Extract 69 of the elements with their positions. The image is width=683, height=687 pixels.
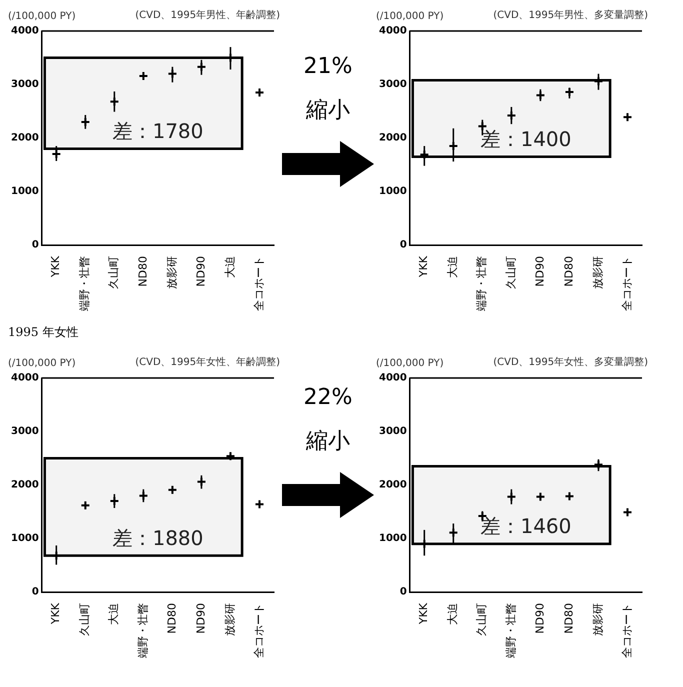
text: 縮小 [306, 96, 350, 124]
band-label: 差：1460 [480, 514, 572, 538]
x-tick-label: 大迫 [107, 603, 120, 625]
x-tick-label: 全コホート [620, 256, 634, 311]
y-tick-label: 1000 [378, 533, 407, 544]
chart-title: (CVD、1995年女性、多変量調整) [493, 356, 648, 369]
x-tick-label: 放影研 [591, 256, 604, 289]
y-tick-label: 1000 [10, 186, 39, 198]
band-label: 差：1400 [480, 126, 572, 151]
y-tick-label: 2000 [378, 480, 407, 491]
x-tick-label: 久山町 [475, 603, 488, 636]
y-tick-label: 3000 [378, 79, 407, 90]
text: 縮小 [306, 428, 350, 456]
chart-subtitle: 1995 年女性 [8, 324, 80, 341]
x-tick-label: 大迫 [446, 256, 460, 278]
y-tick-label: 2000 [378, 132, 407, 144]
x-tick-label: 全コホート [620, 603, 634, 658]
y-tick-label: 3000 [10, 79, 39, 90]
x-tick-label: ND80 [165, 603, 178, 634]
x-tick-label: 大迫 [446, 603, 460, 625]
y-tick-label: 2000 [10, 132, 39, 144]
y-tick-label: 4000 [10, 372, 39, 384]
x-tick-label: 久山町 [504, 256, 518, 289]
x-tick-label: YKK [417, 255, 430, 278]
y-tick-label: 4000 [378, 372, 407, 384]
x-tick-label: 全コホート [252, 256, 266, 311]
x-tick-label: 放影研 [223, 603, 236, 636]
y-tick-label: 4000 [10, 26, 39, 37]
x-tick-label: 放影研 [165, 256, 178, 289]
x-tick-label: YKK [49, 602, 62, 626]
y-tick-label: 1000 [10, 533, 39, 544]
y-tick-label: 4000 [378, 26, 407, 37]
band-label: 差：1880 [112, 526, 204, 550]
y-axis-title: (/100,000 PY) [8, 11, 76, 22]
x-tick-label: 大迫 [223, 256, 236, 278]
chart-title: (CVD、1995年男性、年齢調整) [135, 8, 280, 22]
band-label: 差：1780 [112, 118, 204, 143]
text: 22% [304, 385, 352, 410]
x-tick-label: 端野・壮瞥 [475, 256, 488, 311]
y-tick-label: 0 [32, 240, 39, 251]
x-tick-label: ND80 [562, 603, 576, 634]
x-tick-label: ND80 [136, 256, 150, 287]
x-tick-label: 端野・壮瞥 [504, 603, 518, 658]
x-tick-label: ND90 [194, 256, 208, 287]
x-tick-label: YKK [49, 255, 62, 278]
x-tick-label: 久山町 [107, 256, 120, 289]
y-tick-label: 3000 [10, 426, 39, 438]
x-tick-label: ND90 [533, 256, 546, 287]
chart-title: (CVD、1995年男性、多変量調整) [493, 8, 648, 22]
x-tick-label: 放影研 [591, 603, 604, 636]
y-axis-title: (/100,000 PY) [8, 358, 76, 369]
y-axis-title: (/100,000 PY) [376, 358, 444, 369]
x-tick-label: ND90 [533, 603, 546, 634]
x-tick-label: 端野・壮瞥 [136, 603, 150, 658]
text: 21% [304, 54, 352, 78]
y-tick-label: 1000 [378, 186, 407, 198]
x-tick-label: 全コホート [252, 603, 266, 658]
x-tick-label: ND90 [194, 603, 208, 634]
x-tick-label: 端野・壮瞥 [78, 256, 92, 311]
x-tick-label: YKK [417, 602, 430, 626]
x-tick-label: 久山町 [78, 603, 92, 636]
x-tick-label: ND80 [562, 256, 576, 287]
chart-title: (CVD、1995年女性、年齢調整) [135, 356, 280, 369]
y-tick-label: 0 [400, 240, 407, 251]
y-tick-label: 0 [400, 586, 407, 598]
y-tick-label: 0 [32, 586, 39, 598]
y-tick-label: 3000 [378, 426, 407, 438]
y-tick-label: 2000 [10, 480, 39, 491]
y-axis-title: (/100,000 PY) [376, 11, 444, 22]
